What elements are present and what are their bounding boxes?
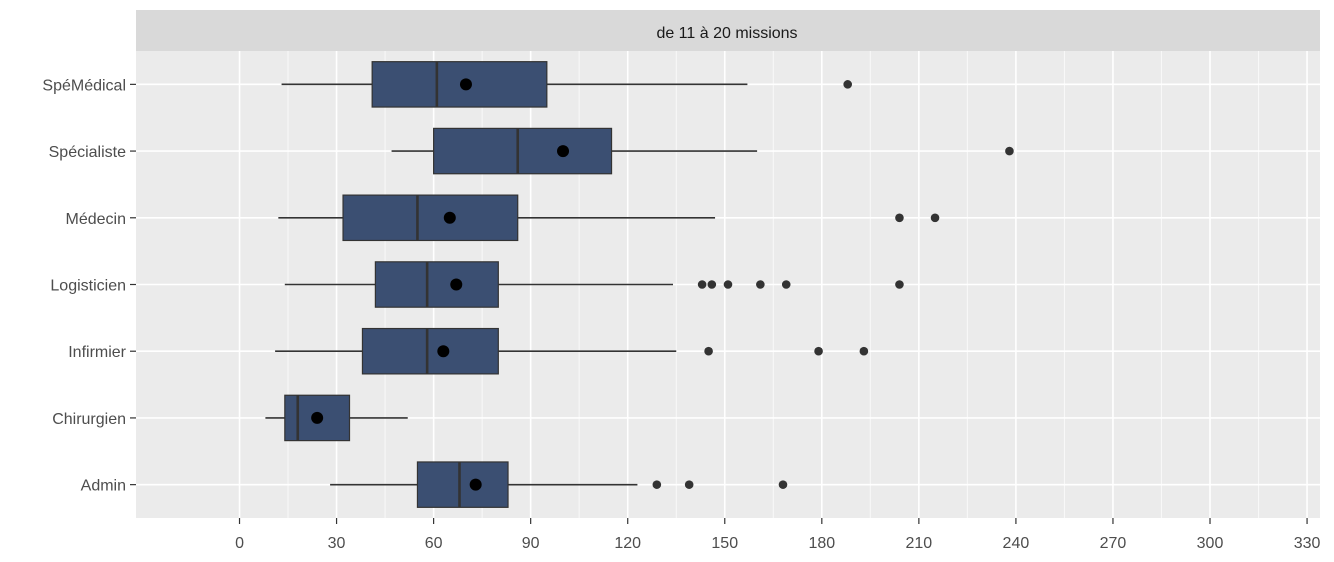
y-tick-label: Médecin bbox=[66, 211, 126, 228]
outlier-point bbox=[704, 346, 713, 356]
mean-point bbox=[443, 211, 456, 224]
box-Infirmier bbox=[275, 327, 869, 375]
box-Admin bbox=[330, 461, 788, 508]
box-iqr bbox=[342, 194, 519, 242]
outlier-point bbox=[707, 280, 717, 289]
outlier-point bbox=[756, 280, 765, 289]
y-tick-label: Spécialiste bbox=[49, 144, 126, 161]
box-iqr bbox=[374, 261, 499, 308]
outlier-point bbox=[778, 480, 788, 489]
outlier-point bbox=[895, 280, 904, 289]
outlier-point bbox=[843, 80, 852, 89]
y-tick-label: Logisticien bbox=[50, 278, 126, 295]
x-tick-label: 90 bbox=[522, 535, 540, 552]
mean-point bbox=[311, 411, 324, 424]
outlier-point bbox=[930, 213, 940, 223]
box-series bbox=[265, 61, 1014, 508]
outlier-point bbox=[684, 480, 694, 489]
mean-point bbox=[469, 478, 482, 491]
facet-strip-label: de 11 à 20 missions bbox=[656, 25, 797, 42]
facet-strip bbox=[136, 10, 1320, 51]
x-tick-label: 210 bbox=[906, 535, 933, 552]
box-iqr bbox=[361, 327, 499, 375]
box-iqr bbox=[433, 127, 613, 175]
box-Logisticien bbox=[284, 261, 904, 308]
outlier-point bbox=[781, 280, 791, 289]
mean-point bbox=[459, 78, 472, 91]
x-tick-label: 240 bbox=[1003, 535, 1030, 552]
outlier-point bbox=[1005, 146, 1014, 156]
box-iqr bbox=[416, 461, 509, 508]
box-SpéMédical bbox=[281, 61, 852, 108]
box-Médecin bbox=[278, 194, 940, 242]
y-tick-label: Chirurgien bbox=[52, 411, 126, 428]
mean-point bbox=[557, 145, 570, 158]
x-tick-label: 60 bbox=[425, 535, 443, 552]
x-tick-label: 150 bbox=[711, 535, 738, 552]
y-tick-label: Admin bbox=[81, 478, 126, 495]
outlier-point bbox=[697, 280, 707, 289]
box-Chirurgien bbox=[265, 394, 408, 442]
x-tick-label: 180 bbox=[808, 535, 835, 552]
x-tick-label: 30 bbox=[328, 535, 346, 552]
x-tick-label: 120 bbox=[614, 535, 641, 552]
y-tick-label: Infirmier bbox=[68, 344, 126, 361]
y-tick-label: SpéMédical bbox=[42, 77, 126, 94]
outlier-point bbox=[895, 213, 904, 223]
x-tick-label: 0 bbox=[235, 535, 244, 552]
box-Spécialiste bbox=[391, 127, 1014, 175]
outlier-point bbox=[814, 346, 823, 356]
outlier-point bbox=[723, 280, 733, 289]
x-tick-label: 330 bbox=[1294, 535, 1321, 552]
outlier-point bbox=[859, 346, 869, 356]
x-tick-label: 270 bbox=[1100, 535, 1127, 552]
axes: 0 30 60 90 120 150 180 210 240 270 300 330 SpéMédica… bbox=[42, 77, 1320, 552]
box-iqr bbox=[371, 61, 548, 108]
x-tick-label: 300 bbox=[1197, 535, 1224, 552]
mean-point bbox=[450, 278, 463, 291]
mean-point bbox=[437, 345, 450, 358]
outlier-point bbox=[652, 480, 662, 489]
